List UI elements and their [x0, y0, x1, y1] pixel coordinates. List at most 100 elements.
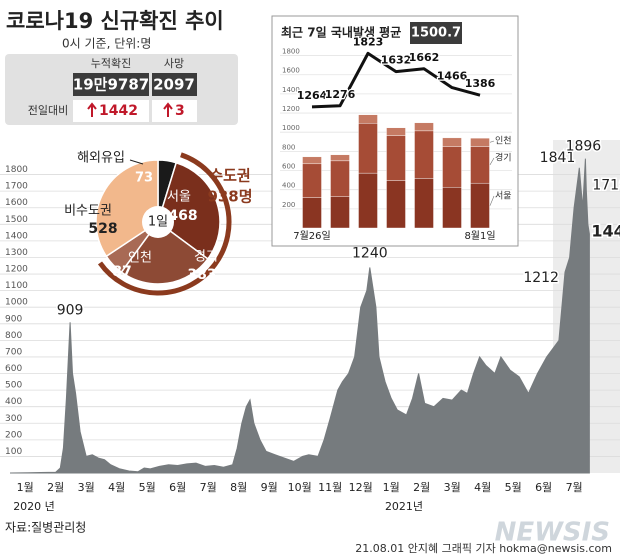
x-tick-label: 7월 [566, 481, 583, 494]
legend-leader [489, 157, 495, 165]
y-tick-label: 200 [282, 201, 295, 209]
group-name: 수도권 [209, 167, 250, 185]
y-tick-label: 1400 [5, 231, 28, 241]
x-tick-label: 3월 [78, 481, 95, 494]
pie-hole [142, 206, 174, 238]
y-tick-label: 1000 [282, 124, 300, 132]
x-tick-label: 1월 [383, 481, 400, 494]
pie-category: 비수도권 [64, 204, 112, 219]
x-tick-label: 8월 [230, 481, 247, 494]
main-chart: 100 200 300 400 500 600 700 800 900 1000 1100 1200 1… [0, 137, 620, 513]
change-label: 전일대비 [28, 103, 68, 117]
x-tick-label: 2월 [47, 481, 64, 494]
line [311, 51, 481, 109]
peak-label: 1710 [592, 178, 620, 194]
x-tick-label: 9월 [261, 481, 278, 494]
x-tick-label: 2월 [413, 481, 430, 494]
bar-segment [358, 123, 378, 174]
bar-segment [358, 114, 378, 124]
line-value-label: 1823 [353, 35, 384, 48]
line-value-label: 1264 [297, 89, 328, 102]
total-value: 2097 [153, 76, 195, 94]
change-value: 3 [175, 103, 185, 119]
peak-label: 1896 [566, 139, 602, 155]
y-tick-label: 1800 [5, 165, 28, 175]
x-tick-label: 7월 [200, 481, 217, 494]
year-label: 2021년 [385, 500, 423, 513]
bar-segment [470, 137, 490, 147]
group-value: 938명 [207, 188, 252, 206]
inset-chart: 최근 7일 국내발생 평균 1500.7 200 400 600 800 1000 120… [271, 15, 519, 247]
x-tick-label: 6월 [535, 481, 552, 494]
up-arrow [163, 102, 173, 117]
y-tick-label: 300 [5, 414, 22, 424]
bar-segment [330, 196, 350, 229]
x-tick-label: 4월 [474, 481, 491, 494]
y-tick-label: 1100 [5, 281, 28, 291]
bar-segment [386, 135, 406, 181]
peak-label: 1442 [591, 221, 620, 240]
bar-segment [414, 130, 434, 179]
y-tick-label: 600 [5, 364, 22, 374]
leader [129, 159, 144, 165]
line-value-label: 1466 [437, 70, 468, 83]
y-tick-label: 1400 [282, 86, 300, 94]
pie-value: 73 [135, 171, 153, 186]
bar-segment [358, 172, 378, 229]
bar-segment [386, 127, 406, 136]
line-value-label: 1386 [465, 77, 496, 90]
x-tick-label: 5월 [139, 481, 156, 494]
y-tick-label: 500 [5, 381, 22, 391]
y-tick-label: 100 [5, 447, 22, 457]
group-ring [97, 152, 232, 296]
change-value: 1442 [99, 103, 138, 119]
summary-header: 누적확진 [91, 57, 131, 70]
bar-segment [470, 182, 490, 229]
summary-header: 사망 [164, 57, 184, 70]
x-tick-label: 4월 [108, 481, 125, 494]
peak-label: 1212 [523, 270, 559, 286]
peak-label: 1240 [352, 245, 388, 261]
legend-leader [489, 140, 495, 143]
y-tick-label: 800 [5, 331, 22, 341]
pie-slice [120, 220, 209, 285]
y-tick-label: 1600 [5, 198, 28, 208]
bar-segment [302, 156, 322, 165]
y-tick-label: 800 [282, 143, 295, 151]
y-tick-label: 1000 [5, 298, 28, 308]
x-tick-label: 3월 [444, 481, 461, 494]
peak-label: 1841 [540, 150, 576, 166]
total-value: 19만9787 [73, 76, 149, 94]
bar-segment [470, 146, 490, 184]
year-label: 2020 년 [13, 500, 55, 513]
bar-segment [330, 160, 350, 197]
x-tick-label: 11월 [318, 481, 342, 494]
bar-segment [442, 137, 462, 147]
bar-segment [414, 178, 434, 229]
pie-category: 서울 [167, 190, 191, 205]
y-tick-label: 1200 [5, 265, 28, 275]
legend-label: 인천 [495, 136, 512, 147]
area [9, 158, 590, 474]
source: 자료:질병관리청 [5, 521, 86, 535]
y-tick-label: 1600 [282, 67, 300, 75]
x-tick-label: 5월 [505, 481, 522, 494]
bar-segment [302, 197, 322, 229]
total-box [73, 73, 149, 96]
change-box [152, 100, 197, 122]
pie-category: 경기 [194, 250, 218, 265]
subtitle: 0시 기준, 단위:명 [62, 37, 151, 51]
x-tick-label: 8월1일 [464, 230, 495, 242]
y-tick-label: 700 [5, 347, 22, 357]
y-tick-label: 400 [5, 397, 22, 407]
x-tick-label: 7월26일 [293, 230, 331, 242]
line-value-label: 1632 [381, 54, 412, 67]
y-tick-label: 1800 [282, 48, 300, 56]
bar-segment [330, 154, 350, 162]
y-tick-label: 900 [5, 314, 22, 324]
y-tick-label: 1300 [5, 248, 28, 258]
pie-center-label: 1일 [148, 215, 168, 230]
y-tick-label: 1200 [282, 105, 300, 113]
